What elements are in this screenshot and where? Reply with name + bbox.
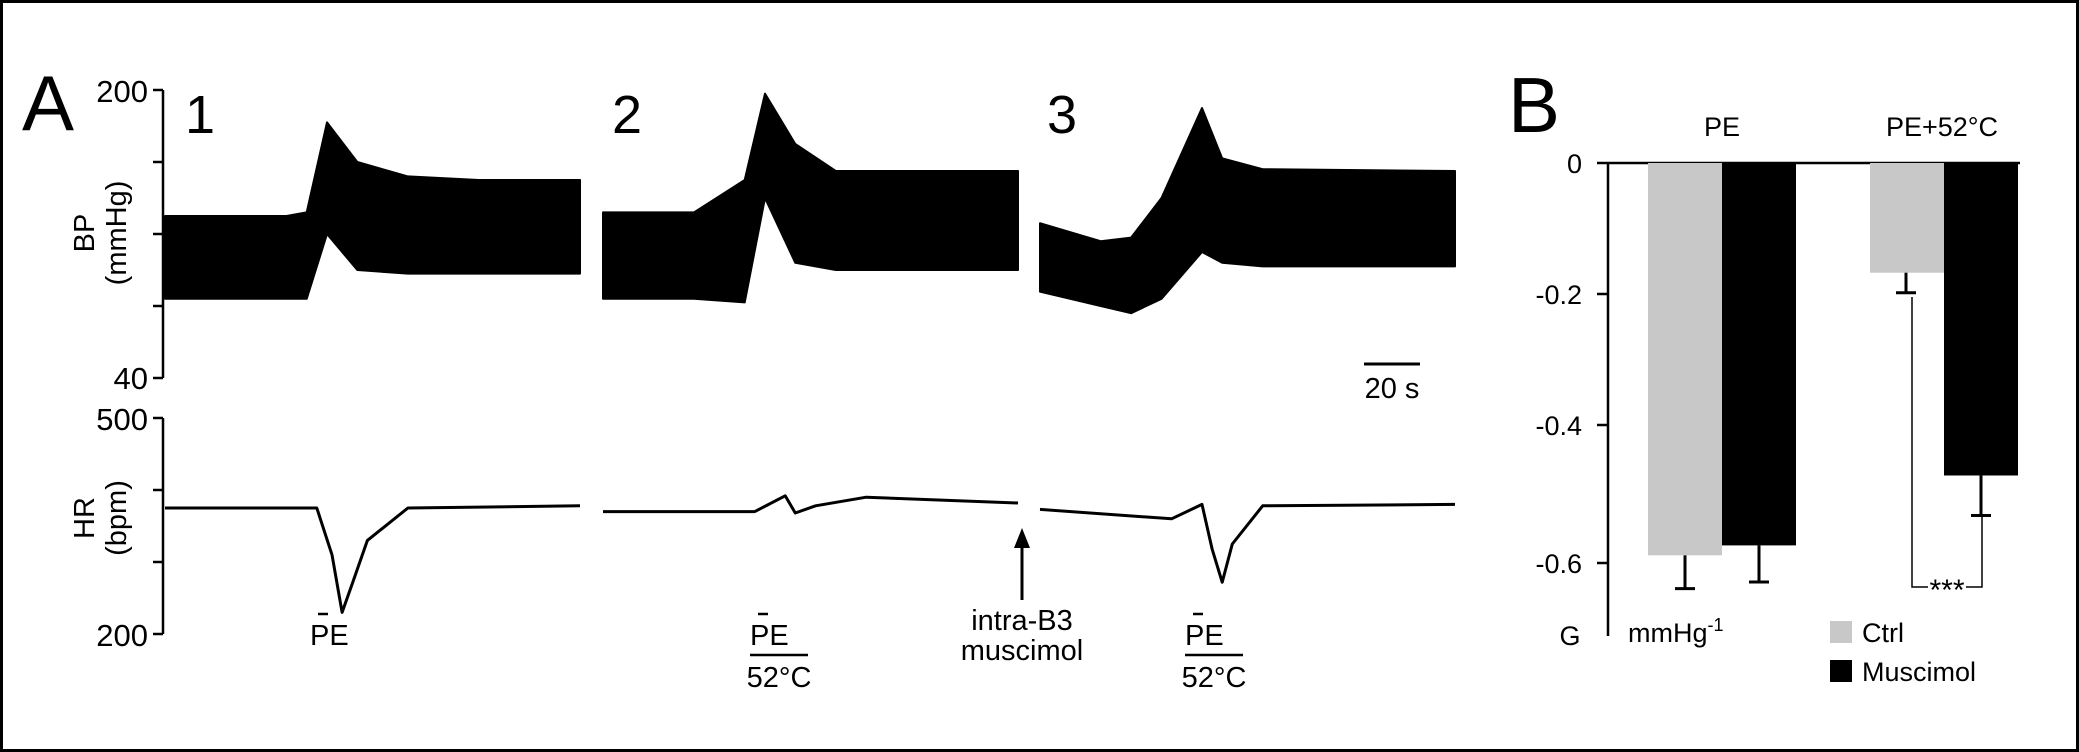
hr-trace-1: [165, 504, 581, 614]
heat-label-2: 52°C: [747, 662, 812, 694]
bp-trace-3: [1039, 107, 1456, 315]
heat-label-3: 52°C: [1182, 662, 1247, 694]
bp-axis-label: BP: [69, 214, 101, 253]
g-tick-0.6: -0.6: [1535, 549, 1582, 579]
significance-bracket-right: [1966, 516, 1983, 588]
pe-label-1: PE: [310, 620, 349, 652]
trace-label-3: 3: [1047, 85, 1077, 145]
muscimol-label-line1: intra-B3: [971, 605, 1073, 637]
hr-axis: [153, 416, 165, 636]
bp-tick-40: 40: [114, 361, 148, 396]
g-axis-label: G: [1559, 621, 1580, 651]
scale-bar-label: 20 s: [1365, 373, 1420, 405]
hr-axis-unit: (bpm): [101, 480, 133, 556]
muscimol-label-line2: muscimol: [961, 635, 1083, 667]
traces: [164, 92, 1456, 614]
legend-label-muscimol: Muscimol: [1862, 657, 1976, 687]
unit-label-base: mmHg: [1628, 618, 1708, 648]
bars: [1648, 163, 2018, 591]
category-label-pe-heat: PE+52°C: [1886, 112, 1998, 142]
panel-b-label: B: [1508, 61, 1560, 149]
bar-ctrl-2: [1870, 163, 1944, 273]
legend-swatch-ctrl: [1830, 621, 1852, 643]
arrow-up-icon: [1014, 528, 1030, 548]
g-tick-0.4: -0.4: [1535, 411, 1582, 441]
hr-tick-500: 500: [96, 402, 148, 437]
panel-b: B PE PE+52°C 0 -0.2 -0.4 -0.6 G *** mmHg…: [1508, 61, 2020, 687]
trace-label-2: 2: [612, 85, 642, 145]
trace-label-1: 1: [185, 85, 215, 145]
hr-axis-label: HR: [69, 497, 101, 539]
bp-tick-200: 200: [96, 74, 148, 109]
bp-axis-unit: (mmHg): [101, 181, 133, 286]
bar-muscimol-1: [1722, 163, 1796, 546]
pe-label-3: PE: [1185, 620, 1224, 652]
hr-trace-2: [603, 494, 1019, 515]
panel-a-label: A: [22, 59, 74, 147]
g-tick-0.2: -0.2: [1535, 280, 1582, 310]
pe-label-2: PE: [750, 620, 789, 652]
unit-label-exponent: -1: [1708, 615, 1724, 635]
bp-trace-2: [602, 92, 1019, 304]
bar-muscimol-2: [1944, 163, 2018, 476]
panel-a: A 1 2 3 200 40 BP (mmHg) 500 200 HR (bpm…: [22, 59, 1456, 694]
significance-bracket-left: [1911, 297, 1928, 588]
category-label-pe: PE: [1704, 112, 1740, 142]
legend-swatch-muscimol: [1830, 660, 1852, 682]
bp-trace-1: [164, 121, 581, 300]
unit-label: mmHg-1: [1628, 615, 1724, 648]
bp-axis: [153, 88, 165, 380]
hr-trace-3: [1039, 502, 1456, 584]
legend-label-ctrl: Ctrl: [1862, 618, 1904, 648]
significance-stars: ***: [1929, 574, 1964, 607]
hr-tick-200: 200: [96, 618, 148, 653]
g-tick-0: 0: [1567, 149, 1582, 179]
bar-ctrl-1: [1648, 163, 1722, 556]
